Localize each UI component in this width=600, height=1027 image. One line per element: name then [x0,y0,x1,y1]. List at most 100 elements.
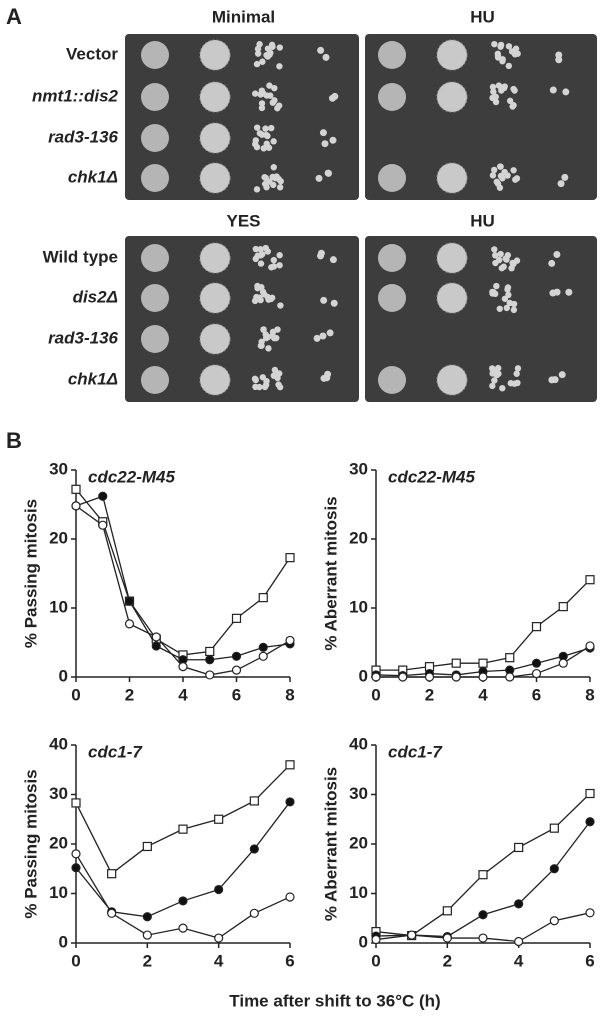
colony [319,332,327,340]
colony [501,168,508,176]
colony [489,83,497,91]
x-axis-label: Time after shift to 36°C (h) [229,991,440,1010]
colony [511,380,518,387]
colony [493,282,500,290]
point [107,908,117,918]
y-tick-label: 10 [349,597,368,616]
y-tick-label: 10 [349,883,368,902]
colony [259,58,266,65]
point [258,593,268,603]
point [478,910,488,920]
colony [497,163,504,170]
colony [252,255,259,263]
chart-title: cdc1-7 [388,742,443,761]
panel-label: B [6,428,22,453]
colony [277,302,284,309]
y-tick-label: 40 [49,734,68,753]
y-axis-label: % Aberrant mitosis [321,496,340,650]
spot [199,282,231,314]
colony [492,252,499,259]
colony [269,328,277,336]
point [71,501,81,511]
x-tick-label: 4 [514,951,524,970]
point [442,933,452,943]
series-line [376,579,591,671]
point [285,553,295,563]
x-tick-label: 4 [214,951,224,970]
colony [489,382,496,390]
colony [271,84,278,92]
x-tick-label: 4 [478,685,488,704]
point [142,930,152,940]
colony [491,377,498,384]
point [371,934,381,945]
point [98,520,108,530]
colony [253,143,261,151]
colony [499,56,506,63]
colony [268,124,275,132]
spot [199,364,231,396]
point [214,884,224,895]
plate-header: HU [470,211,495,230]
y-axis-label: % Passing mitosis [21,499,40,648]
x-tick-label: 6 [532,685,541,704]
colony [253,60,261,68]
point [142,912,152,922]
y-tick-label: 0 [59,666,68,685]
colony [510,85,517,93]
colony [549,289,557,297]
point [407,930,417,940]
y-axis-label: % Aberrant mitosis [321,767,340,921]
point [285,797,295,807]
colony [492,93,499,101]
spot [436,282,468,314]
strain-label: nmt1::dis2 [32,86,119,105]
point [142,841,152,852]
colony [260,145,267,152]
y-tick-label: 20 [349,833,368,852]
colony [264,333,272,341]
spot [436,39,468,71]
colony [253,186,261,193]
colony [553,250,561,258]
colony [503,304,511,312]
colony [561,173,569,181]
colony [268,264,275,271]
point [478,672,488,682]
point [71,863,81,873]
y-tick-label: 10 [49,883,68,902]
point [124,619,135,629]
colony [262,125,269,132]
point [514,936,524,947]
spot [141,164,169,192]
colony [276,262,283,269]
point [71,484,81,494]
colony [257,342,265,349]
colony [499,175,506,182]
point [398,672,408,682]
point [514,899,524,909]
series-line [75,764,291,875]
colony [504,252,512,259]
point [585,908,595,918]
colony [254,284,261,292]
colony [506,299,513,307]
colony [505,62,513,70]
colony [270,164,277,171]
spot [378,366,406,394]
series-line [75,495,291,661]
point [285,635,295,646]
colony [261,174,268,181]
colony [512,45,520,52]
point [178,923,188,933]
point [285,892,295,902]
colony [558,371,566,379]
colony [499,384,506,392]
point [205,655,215,665]
point [205,646,215,657]
colony [263,131,270,139]
point [71,798,81,808]
colony [275,381,282,388]
spot [378,41,406,69]
point [258,651,268,661]
